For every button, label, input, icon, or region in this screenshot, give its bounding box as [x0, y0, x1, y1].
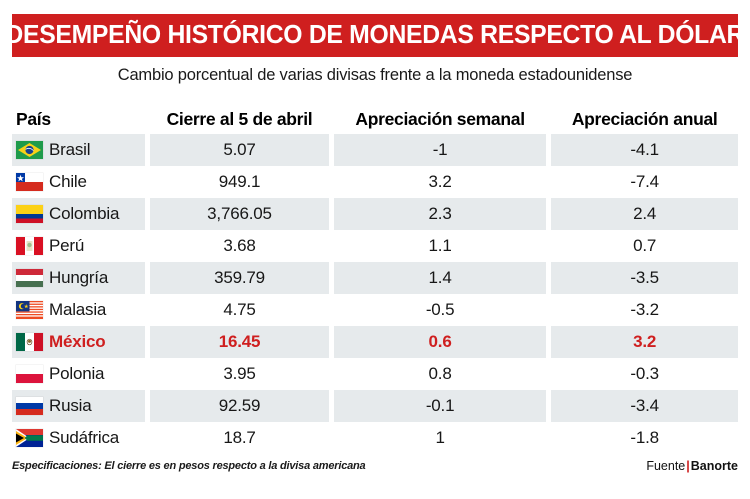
- cell-weekly-value: 1.1: [428, 236, 452, 255]
- cell-weekly-value: -1: [333, 134, 547, 166]
- flag-colombia-icon: [16, 205, 43, 223]
- flag-hungary-icon: [16, 269, 43, 287]
- cell-weekly-value: 0.6: [333, 326, 547, 358]
- country-name: Polonia: [49, 364, 105, 383]
- cell-close-value: 3.95: [223, 364, 256, 383]
- cell-country: Malasia: [12, 294, 145, 326]
- cell-close-value: 3.68: [223, 236, 256, 255]
- cell-country: Colombia: [12, 198, 146, 230]
- cell-country: Sudáfrica: [12, 422, 145, 454]
- country-name: Brasil: [49, 140, 91, 159]
- country-name: Hungría: [49, 268, 109, 287]
- cell-annual-value: -4.1: [551, 134, 739, 166]
- flag-south-africa-icon: [16, 429, 43, 447]
- cell-annual-value: -7.4: [630, 172, 659, 191]
- table-row: Brasil 5.07 -1 -4.1: [12, 134, 739, 166]
- source-separator: |: [686, 459, 690, 473]
- cell-weekly-value: 2.3: [333, 198, 547, 230]
- currency-table: País Cierre al 5 de abril Apreciación se…: [12, 104, 739, 454]
- cell-annual-value: -1.8: [630, 428, 659, 447]
- cell-country: Rusia: [12, 390, 146, 422]
- footer-source: Fuente | Banorte: [646, 459, 738, 473]
- cell-country: México: [12, 326, 146, 358]
- cell-weekly-value: -0.1: [333, 390, 547, 422]
- cell-weekly-value: 1.4: [333, 262, 547, 294]
- page-title: DESEMPEÑO HISTÓRICO DE MONEDAS RESPECTO …: [12, 20, 738, 49]
- country-name: Sudáfrica: [49, 428, 120, 447]
- cell-weekly-value: 0.8: [428, 364, 452, 383]
- table-row: Rusia 92.59 -0.1 -3.4: [12, 390, 739, 422]
- cell-close-value: 18.7: [223, 428, 256, 447]
- page-subtitle: Cambio porcentual de varias divisas fren…: [117, 66, 633, 84]
- column-header-country: País: [16, 108, 51, 129]
- footer-note: Especificaciones: El cierre es en pesos …: [12, 460, 366, 472]
- flag-peru-icon: [16, 237, 43, 255]
- cell-weekly-value: 3.2: [428, 172, 452, 191]
- table-row: Colombia 3,766.05 2.3 2.4: [12, 198, 739, 230]
- table-row: Malasia 4.75 -0.5 -3.2: [12, 294, 738, 326]
- flag-poland-icon: [16, 365, 43, 383]
- cell-country: Brasil: [12, 134, 146, 166]
- table-body: Brasil 5.07 -1 -4.1 Chile 949.1 3.2 -7.4 Colombi…: [12, 134, 739, 454]
- country-name: Perú: [49, 236, 85, 255]
- table-row: Chile 949.1 3.2 -7.4: [12, 166, 738, 198]
- table-row: México 16.45 0.6 3.2: [12, 326, 739, 358]
- country-name: Colombia: [49, 204, 120, 223]
- country-name: Chile: [49, 172, 87, 191]
- cell-close-value: 92.59: [150, 390, 329, 422]
- cell-close-value: 5.07: [150, 134, 329, 166]
- source-label: Fuente: [646, 459, 686, 473]
- table-row: Perú 3.68 1.1 0.7: [12, 230, 738, 262]
- cell-country: Chile: [12, 166, 145, 198]
- country-name: Rusia: [49, 396, 92, 415]
- table-header-row: País Cierre al 5 de abril Apreciación se…: [12, 104, 738, 134]
- cell-country: Hungría: [12, 262, 146, 294]
- country-name: Malasia: [49, 300, 107, 319]
- table-row: Sudáfrica 18.7 1 -1.8: [12, 422, 738, 454]
- source-name: Banorte: [690, 459, 738, 473]
- table-row: Polonia 3.95 0.8 -0.3: [12, 358, 738, 390]
- cell-weekly-value: -0.5: [425, 300, 455, 319]
- cell-annual-value: -3.2: [630, 300, 659, 319]
- column-header-annual: Apreciación anual: [571, 108, 718, 129]
- cell-annual-value: 3.2: [551, 326, 739, 358]
- flag-malaysia-icon: [16, 301, 43, 319]
- flag-russia-icon: [16, 397, 43, 415]
- flag-chile-icon: [16, 173, 43, 191]
- country-name: México: [49, 332, 106, 351]
- cell-close-value: 359.79: [150, 262, 329, 294]
- title-banner: DESEMPEÑO HISTÓRICO DE MONEDAS RESPECTO …: [12, 14, 738, 57]
- cell-close-value: 949.1: [218, 172, 261, 191]
- cell-country: Polonia: [12, 358, 145, 390]
- cell-annual-value: -3.5: [551, 262, 739, 294]
- table-row: Hungría 359.79 1.4 -3.5: [12, 262, 739, 294]
- cell-close-value: 3,766.05: [150, 198, 329, 230]
- cell-country: Perú: [12, 230, 145, 262]
- cell-annual-value: -3.4: [551, 390, 739, 422]
- flag-mexico-icon: [16, 333, 43, 351]
- cell-annual-value: 2.4: [551, 198, 739, 230]
- footer: Especificaciones: El cierre es en pesos …: [12, 459, 738, 473]
- cell-close-value: 4.75: [223, 300, 256, 319]
- cell-annual-value: 0.7: [633, 236, 657, 255]
- column-header-weekly: Apreciación semanal: [355, 108, 525, 129]
- column-header-close: Cierre al 5 de abril: [166, 108, 313, 129]
- cell-weekly-value: 1: [435, 428, 445, 447]
- flag-brazil-icon: [16, 141, 43, 159]
- cell-annual-value: -0.3: [630, 364, 659, 383]
- cell-close-value: 16.45: [150, 326, 329, 358]
